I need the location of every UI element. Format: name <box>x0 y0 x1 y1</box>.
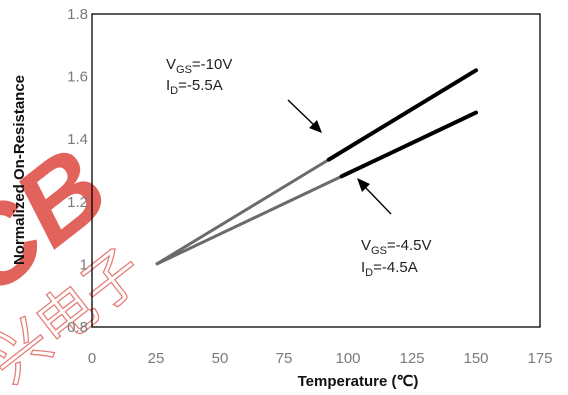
y-tick-label: 1.8 <box>67 6 88 23</box>
svg-text:ID=-4.5A: ID=-4.5A <box>361 259 418 279</box>
x-tick-label: 100 <box>335 350 360 367</box>
y-tick-label: 0.8 <box>67 319 88 336</box>
x-tick-label: 0 <box>88 350 96 367</box>
x-tick-label: 175 <box>527 350 552 367</box>
svg-text:VGS=-4.5V: VGS=-4.5V <box>361 237 432 257</box>
series-layer <box>155 68 478 266</box>
y-axis-title: Normalized On-Resistance <box>11 75 28 265</box>
series-line-1-high-segment <box>326 68 478 162</box>
plot-area <box>91 13 541 328</box>
series-line-2-high-segment <box>339 110 478 179</box>
y-tick-label: 1.2 <box>67 194 88 211</box>
series-line-2-low-segment <box>155 174 343 266</box>
svg-text:VGS=-10V: VGS=-10V <box>166 56 232 76</box>
annotation-vgs-4-5v: VGS=-4.5V ID=-4.5A <box>356 228 474 280</box>
annotation-vgs-10v: VGS=-10V ID=-5.5A <box>160 46 288 100</box>
series-line-1-low-segment <box>155 158 330 266</box>
arrow-to-10v-curve <box>287 99 322 133</box>
x-tick-label: 50 <box>212 350 229 367</box>
x-tick-labels: 0 25 50 75 100 125 150 175 <box>88 350 553 367</box>
x-tick-label: 75 <box>276 350 293 367</box>
arrow-to-4-5v-curve <box>357 178 392 215</box>
x-tick-label: 125 <box>399 350 424 367</box>
y-tick-label: 1.4 <box>67 131 88 148</box>
y-tick-label: 1 <box>80 256 88 273</box>
x-axis-title: Temperature (℃) <box>298 373 419 390</box>
y-tick-labels: 0.8 1 1.2 1.4 1.6 1.8 <box>67 6 88 336</box>
svg-text:ID=-5.5A: ID=-5.5A <box>166 77 223 97</box>
x-tick-label: 25 <box>148 350 165 367</box>
y-tick-label: 1.6 <box>67 69 88 86</box>
x-tick-label: 150 <box>463 350 488 367</box>
